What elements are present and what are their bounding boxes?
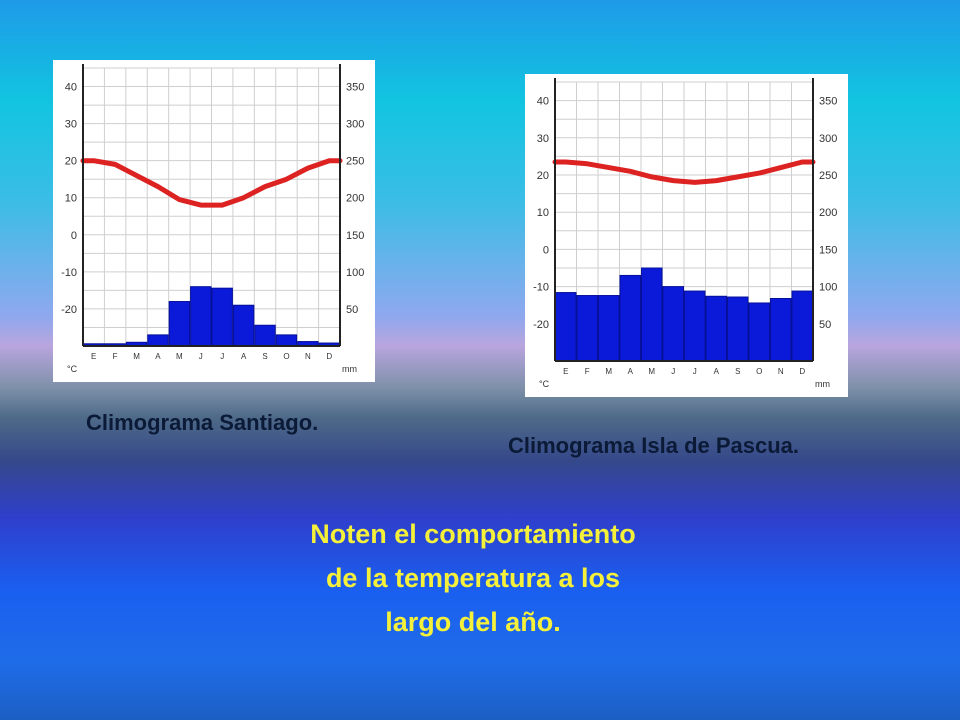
pascua-xtick: M bbox=[605, 367, 612, 376]
pascua-precip-bar-9 bbox=[727, 296, 749, 362]
santiago-ytick-left: -10 bbox=[61, 267, 77, 279]
pascua-precip-bar-4 bbox=[619, 274, 641, 362]
santiago-ytick-right: 250 bbox=[346, 156, 364, 168]
santiago-ytick-right: 150 bbox=[346, 230, 364, 242]
santiago-precip-bar-9 bbox=[254, 324, 276, 347]
pascua-ytick-right: 100 bbox=[819, 282, 837, 294]
pascua-ytick-right: 200 bbox=[819, 207, 837, 219]
pascua-precip-bar-7 bbox=[684, 290, 706, 362]
santiago-xtick: A bbox=[155, 352, 161, 361]
pascua-ytick-right: 250 bbox=[819, 170, 837, 182]
santiago-xtick: J bbox=[220, 352, 224, 361]
note-text: Noten el comportamiento de la temperatur… bbox=[310, 519, 636, 637]
santiago-xtick: F bbox=[113, 352, 118, 361]
pascua-precip-bar-6 bbox=[662, 286, 684, 362]
pascua-xtick: A bbox=[714, 367, 720, 376]
santiago-ytick-left: 40 bbox=[65, 82, 77, 94]
climograma-pascua-chart: 40 30 20 10 0 -10 -20 350 300 250 200 150 100 50 E F M A M… bbox=[525, 74, 848, 397]
pascua-ytick-left: 20 bbox=[537, 170, 549, 182]
pascua-xtick: J bbox=[693, 367, 697, 376]
pascua-ytick-right: 300 bbox=[819, 133, 837, 145]
pascua-ytick-right: 50 bbox=[819, 319, 831, 331]
pascua-ytick-left: 40 bbox=[537, 96, 549, 108]
pascua-precip-bar-3 bbox=[598, 295, 620, 362]
pascua-precip-bar-5 bbox=[641, 267, 663, 362]
santiago-ytick-right: 100 bbox=[346, 267, 364, 279]
pascua-temperature-line bbox=[552, 159, 816, 185]
santiago-ytick-left: 20 bbox=[65, 156, 77, 168]
pascua-ytick-right: 350 bbox=[819, 96, 837, 108]
santiago-precip-bar-7 bbox=[211, 287, 233, 347]
pascua-xtick: A bbox=[628, 367, 634, 376]
santiago-precip-bar-8 bbox=[232, 304, 255, 347]
caption-santiago: Climograma Santiago. bbox=[86, 410, 319, 435]
pascua-unit-mm: mm bbox=[815, 379, 830, 389]
santiago-ytick-left: 10 bbox=[65, 193, 77, 205]
pascua-unit-celsius: °C bbox=[539, 379, 550, 389]
santiago-unit-mm: mm bbox=[342, 364, 357, 374]
pascua-xtick: O bbox=[756, 367, 762, 376]
santiago-ytick-right: 300 bbox=[346, 119, 364, 131]
santiago-ytick-left: 30 bbox=[65, 119, 77, 131]
santiago-precip-bar-6 bbox=[190, 286, 212, 347]
santiago-xtick: M bbox=[133, 352, 140, 361]
pascua-precip-bar-1 bbox=[555, 292, 577, 362]
santiago-unit-celsius: °C bbox=[67, 364, 78, 374]
pascua-precip-bar-2 bbox=[576, 295, 598, 362]
pascua-xtick: J bbox=[671, 367, 675, 376]
santiago-xtick: E bbox=[91, 352, 96, 361]
pascua-precip-bar-11 bbox=[770, 298, 792, 362]
pascua-ytick-left: 30 bbox=[537, 133, 549, 145]
santiago-xtick: O bbox=[283, 352, 289, 361]
santiago-precip-bar-5 bbox=[168, 301, 191, 347]
santiago-temperature-line bbox=[80, 158, 343, 208]
pascua-ytick-left: -20 bbox=[533, 319, 549, 331]
pascua-ytick-left: 10 bbox=[537, 207, 549, 219]
caption-pascua: Climograma Isla de Pascua. bbox=[508, 433, 800, 458]
pascua-xtick: F bbox=[585, 367, 590, 376]
pascua-xtick: E bbox=[563, 367, 568, 376]
pascua-xtick: M bbox=[648, 367, 655, 376]
santiago-ytick-right: 50 bbox=[346, 304, 358, 316]
santiago-xtick: N bbox=[305, 352, 311, 361]
santiago-ytick-left: 0 bbox=[71, 230, 77, 242]
santiago-xtick: M bbox=[176, 352, 183, 361]
santiago-precip-bar-4 bbox=[147, 334, 169, 347]
santiago-xtick: S bbox=[262, 352, 267, 361]
santiago-xtick: A bbox=[241, 352, 247, 361]
pascua-precip-bar-10 bbox=[748, 302, 770, 362]
santiago-ytick-left: -20 bbox=[61, 304, 77, 316]
pascua-xtick: N bbox=[778, 367, 784, 376]
pascua-ytick-left: -10 bbox=[533, 282, 549, 294]
pascua-xtick: S bbox=[735, 367, 740, 376]
pascua-precip-bar-8 bbox=[705, 295, 727, 362]
climograma-santiago-chart: 40 30 20 10 0 -10 -20 350 300 250 200 150 100 50 E F M A M… bbox=[53, 60, 375, 382]
santiago-xtick: J bbox=[199, 352, 203, 361]
pascua-xtick: D bbox=[799, 367, 805, 376]
pascua-ytick-left: 0 bbox=[543, 244, 549, 256]
pascua-ytick-right: 150 bbox=[819, 244, 837, 256]
santiago-ytick-right: 200 bbox=[346, 193, 364, 205]
santiago-ytick-right: 350 bbox=[346, 82, 364, 94]
santiago-precip-bar-10 bbox=[275, 334, 298, 347]
santiago-xtick: D bbox=[326, 352, 332, 361]
pascua-precip-bar-12 bbox=[791, 290, 813, 362]
